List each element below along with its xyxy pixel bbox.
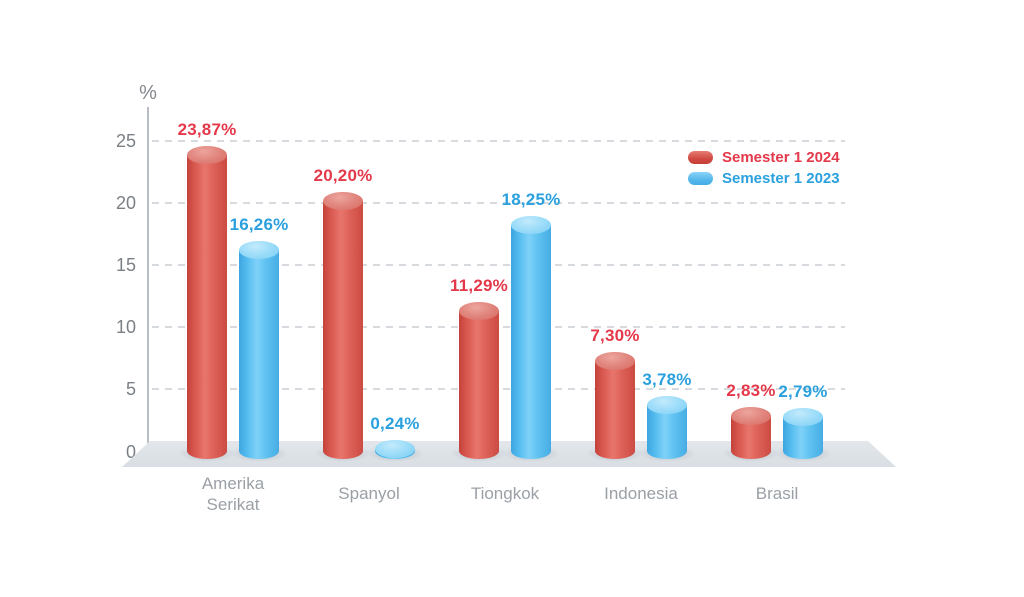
legend-label: Semester 1 2024 xyxy=(722,148,840,166)
value-label: 16,26% xyxy=(229,214,289,234)
cylinder-top-cap xyxy=(647,395,687,414)
cylinder-top-cap xyxy=(511,215,551,234)
gridline-20 xyxy=(152,202,845,205)
category-label-spanyol: Spanyol xyxy=(338,484,400,504)
gridline-25 xyxy=(152,140,845,142)
bar-semester-1-2024-amerika-serikat xyxy=(187,146,227,460)
category-label-tiongkok: Tiongkok xyxy=(470,484,540,504)
bar-semester-1-2023-brasil xyxy=(783,407,823,460)
y-tick-5: 5 xyxy=(125,379,136,400)
y-tick-15: 15 xyxy=(115,255,136,276)
value-label: 11,29% xyxy=(450,276,508,296)
value-label: 23,87% xyxy=(177,120,237,140)
bar-semester-1-2023-spanyol xyxy=(375,439,415,460)
cylinder-body xyxy=(459,311,499,460)
legend-item-semester-1-2023: Semester 1 2023 xyxy=(688,169,840,187)
category-label-indonesia: Indonesia xyxy=(604,484,678,504)
cylinder-body xyxy=(187,155,227,460)
legend-swatch xyxy=(688,171,713,185)
cylinder-top-cap xyxy=(731,407,771,426)
bar-semester-1-2024-indonesia xyxy=(595,351,635,460)
value-label: 0,24% xyxy=(370,413,420,433)
value-label: 18,25% xyxy=(501,189,561,209)
value-label: 20,20% xyxy=(313,165,373,185)
legend-swatch xyxy=(688,150,713,164)
bar-semester-1-2024-spanyol xyxy=(323,191,363,460)
y-tick-20: 20 xyxy=(115,193,136,214)
legend: Semester 1 2024 Semester 1 2023 xyxy=(688,149,840,191)
legend-item-semester-1-2024: Semester 1 2024 xyxy=(688,148,840,166)
category-label-brasil: Brasil xyxy=(755,484,799,504)
value-label: 2,83% xyxy=(726,381,776,401)
value-label: 2,79% xyxy=(778,381,828,401)
legend-label: Semester 1 2023 xyxy=(722,169,840,187)
cylinder-top-cap xyxy=(239,240,279,259)
cylinder-top-cap xyxy=(595,351,635,370)
cylinder-body xyxy=(239,249,279,460)
category-label-amerika-serikat: Amerika Serikat xyxy=(201,473,265,514)
bar-semester-1-2024-tiongkok xyxy=(459,302,499,460)
cylinder-top-cap xyxy=(375,439,415,458)
cylinder-top-cap xyxy=(187,146,227,165)
bar-semester-1-2023-tiongkok xyxy=(511,215,551,460)
value-label: 7,30% xyxy=(590,325,640,345)
y-tick-25: 25 xyxy=(115,131,136,151)
cylinder-body xyxy=(647,404,687,460)
bar-semester-1-2023-amerika-serikat xyxy=(239,240,279,460)
y-tick-10: 10 xyxy=(115,317,136,338)
cylinder-top-cap xyxy=(459,302,499,321)
gridline-15 xyxy=(152,264,845,267)
cylinder-body xyxy=(595,360,635,460)
y-tick-0: 0 xyxy=(125,441,136,462)
cylinder-body xyxy=(323,200,363,460)
bar-semester-1-2023-indonesia xyxy=(647,395,687,460)
bar-semester-1-2024-brasil xyxy=(731,407,771,460)
cylinder-top-cap xyxy=(323,191,363,210)
value-label: 3,78% xyxy=(642,369,692,389)
cylinder-top-cap xyxy=(783,407,823,426)
cylinder-body xyxy=(511,224,551,460)
y-axis-unit-label: % xyxy=(139,82,157,104)
y-axis-line xyxy=(147,107,149,452)
